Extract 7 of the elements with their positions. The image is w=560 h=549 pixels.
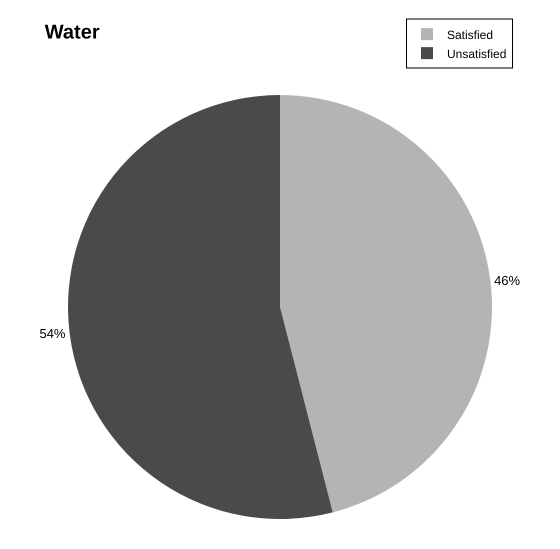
- chart-title: Water: [44, 22, 100, 44]
- legend-label: Satisfied: [447, 28, 494, 42]
- data-label: 54%: [39, 326, 66, 342]
- legend-label: Unsatisfied: [447, 46, 506, 61]
- pie-slice: [280, 95, 492, 512]
- pie-slice: [68, 95, 333, 519]
- data-label: 46%: [494, 272, 521, 288]
